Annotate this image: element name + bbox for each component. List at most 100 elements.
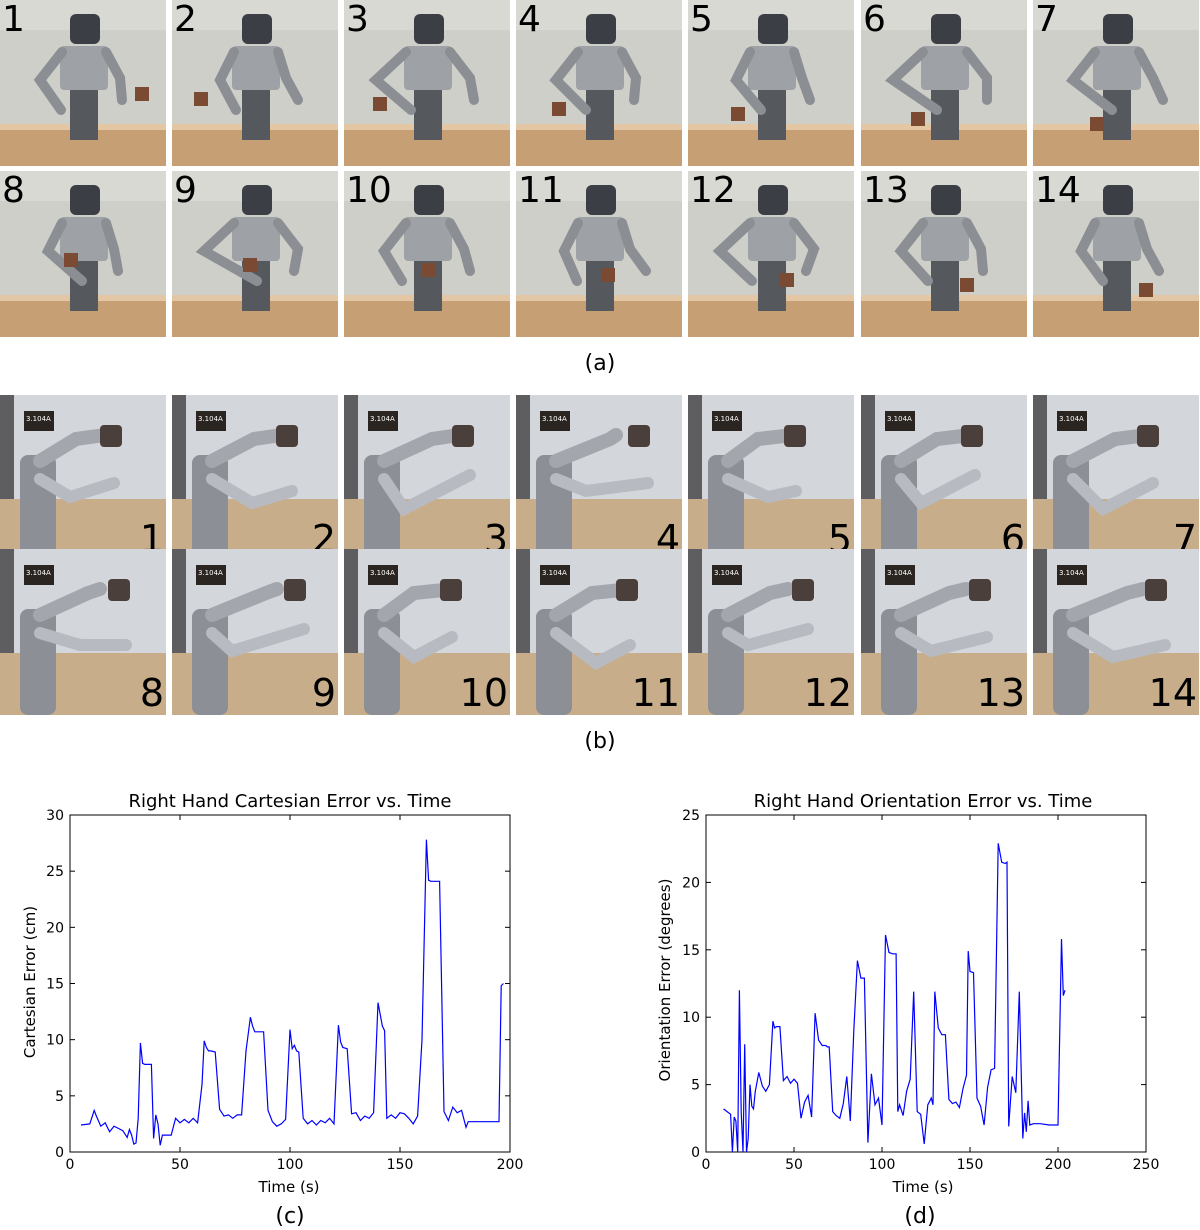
x-tick-label: 200 (497, 1157, 524, 1173)
frame-number: 13 (976, 671, 1025, 715)
door-sign: 3.104A (370, 569, 395, 577)
photo-frame: 3.104A 3 (344, 395, 510, 561)
panel-b-row1: 3.104A 1 3.104A 2 3.104A 3 3.104A 4 3.104A 5 3.104… (0, 395, 1200, 561)
y-tick-label: 30 (46, 808, 64, 824)
y-tick-label: 10 (46, 1033, 64, 1049)
robot-photo (861, 171, 1027, 337)
photo-frame: 3 (344, 0, 510, 166)
photo-frame: 3.104A 7 (1033, 395, 1199, 561)
series-line (723, 843, 1066, 1153)
door-sign: 3.104A (887, 569, 912, 577)
frame-number: 6 (863, 0, 886, 40)
photo-frame: 6 (861, 0, 1027, 166)
x-tick-label: 0 (66, 1157, 75, 1173)
plot-frame (705, 814, 1147, 1153)
robot-photo (516, 549, 682, 715)
x-tick-label: 100 (277, 1157, 304, 1173)
robot-photo (861, 549, 1027, 715)
frame-number: 9 (311, 671, 336, 715)
photo-frame: 7 (1033, 0, 1199, 166)
frame-number: 10 (459, 671, 508, 715)
robot-photo (861, 395, 1027, 561)
y-tick-label: 10 (682, 1010, 700, 1026)
door-sign: 3.104A (1059, 569, 1084, 577)
photo-frame: 3.104A 1 (0, 395, 166, 561)
caption-d: (d) (904, 1204, 936, 1229)
chart-c-xlabel: Time (s) (258, 1178, 320, 1196)
robot-photo (1033, 171, 1199, 337)
robot-photo (0, 549, 166, 715)
robot-photo (172, 549, 338, 715)
robot-photo (0, 0, 166, 166)
frame-number: 4 (518, 0, 541, 40)
frame-number: 11 (631, 671, 680, 715)
frame-number: 9 (174, 171, 197, 211)
photo-frame: 2 (172, 0, 338, 166)
x-tick-label: 150 (387, 1157, 414, 1173)
photo-frame: 3.104A 14 (1033, 549, 1199, 715)
photo-frame: 14 (1033, 171, 1199, 337)
robot-photo (516, 171, 682, 337)
door-sign: 3.104A (198, 569, 223, 577)
photo-frame: 3.104A 9 (172, 549, 338, 715)
x-tick-label: 200 (1045, 1157, 1072, 1173)
photo-frame: 3.104A 5 (688, 395, 854, 561)
frame-number: 8 (139, 671, 164, 715)
chart-cartesian-error: Right Hand Cartesian Error vs. Time Time… (21, 791, 524, 1196)
photo-frame: 3.104A 4 (516, 395, 682, 561)
y-tick-label: 25 (682, 808, 700, 824)
door-sign: 3.104A (26, 415, 51, 423)
chart-d-xlabel: Time (s) (892, 1178, 954, 1196)
robot-photo (516, 0, 682, 166)
frame-number: 11 (518, 171, 564, 211)
door-sign: 3.104A (714, 415, 739, 423)
frame-number: 13 (863, 171, 909, 211)
chart-d-title: Right Hand Orientation Error vs. Time (754, 791, 1093, 812)
chart-orientation-error: Right Hand Orientation Error vs. Time Ti… (656, 791, 1159, 1196)
x-tick-label: 100 (869, 1157, 896, 1173)
chart-d-ylabel: Orientation Error (degrees) (656, 879, 674, 1082)
photo-frame: 4 (516, 0, 682, 166)
panel-a-row2: 8 9 10 11 12 13 14 (0, 171, 1200, 337)
y-tick-label: 15 (682, 943, 700, 959)
robot-photo (344, 171, 510, 337)
y-tick-label: 0 (691, 1145, 700, 1161)
door-sign: 3.104A (714, 569, 739, 577)
photo-frame: 9 (172, 171, 338, 337)
photo-frame: 5 (688, 0, 854, 166)
robot-photo (344, 549, 510, 715)
robot-photo (688, 395, 854, 561)
photo-frame: 3.104A 8 (0, 549, 166, 715)
photo-frame: 12 (688, 171, 854, 337)
x-tick-label: 50 (171, 1157, 189, 1173)
door-sign: 3.104A (26, 569, 51, 577)
door-sign: 3.104A (542, 415, 567, 423)
panel-b-row2: 3.104A 8 3.104A 9 3.104A 10 3.104A 11 3.104A 12 3.… (0, 549, 1200, 715)
door-sign: 3.104A (370, 415, 395, 423)
robot-photo (172, 395, 338, 561)
chart-c-ylabel: Cartesian Error (cm) (21, 906, 39, 1058)
door-sign: 3.104A (542, 569, 567, 577)
frame-number: 10 (346, 171, 392, 211)
robot-photo (688, 171, 854, 337)
frame-number: 12 (690, 171, 736, 211)
robot-photo (688, 0, 854, 166)
frame-number: 8 (2, 171, 25, 211)
photo-frame: 3.104A 6 (861, 395, 1027, 561)
robot-photo (688, 549, 854, 715)
photo-frame: 3.104A 13 (861, 549, 1027, 715)
robot-photo (861, 0, 1027, 166)
frame-number: 7 (1035, 0, 1058, 40)
photo-frame: 8 (0, 171, 166, 337)
door-sign: 3.104A (887, 415, 912, 423)
frame-number: 5 (690, 0, 713, 40)
photo-frame: 11 (516, 171, 682, 337)
x-tick-label: 0 (702, 1157, 711, 1173)
y-tick-label: 5 (55, 1089, 64, 1105)
robot-photo (344, 0, 510, 166)
caption-a: (a) (584, 351, 616, 376)
photo-frame: 3.104A 10 (344, 549, 510, 715)
robot-photo (1033, 0, 1199, 166)
frame-number: 14 (1035, 171, 1081, 211)
series-line (80, 839, 504, 1146)
